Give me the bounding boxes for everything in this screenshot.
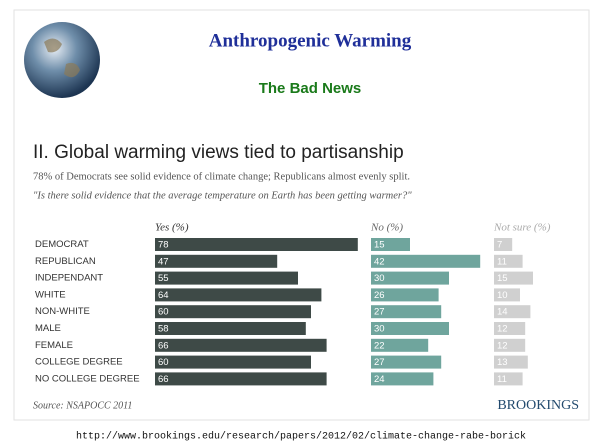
- bar: [494, 355, 528, 369]
- value-label: 30: [374, 273, 385, 284]
- bar: [494, 322, 526, 335]
- bar: [371, 355, 442, 369]
- bar: [371, 338, 429, 352]
- category-label: NO COLLEGE DEGREE: [35, 373, 140, 384]
- category-label: REPUBLICAN: [35, 256, 96, 267]
- bar: [494, 372, 523, 386]
- value-label: 7: [497, 240, 502, 251]
- value-label: 14: [497, 307, 508, 318]
- value-label: 13: [497, 357, 508, 368]
- slide-frame: [13, 9, 590, 421]
- bar: [155, 338, 327, 352]
- source: Source: NSAPOCC 2011: [33, 400, 132, 411]
- value-label: 11: [497, 374, 507, 385]
- category-label: FEMALE: [35, 340, 73, 351]
- value-label: 58: [158, 324, 169, 335]
- bar: [155, 322, 306, 335]
- series-header: Not sure (%): [493, 222, 551, 234]
- bar: [494, 338, 526, 352]
- brand: BROOKINGS: [497, 398, 579, 413]
- value-label: 26: [374, 290, 385, 301]
- chart-title: II. Global warming views tied to partisa…: [33, 142, 404, 163]
- value-label: 15: [374, 240, 385, 251]
- value-label: 10: [497, 290, 508, 301]
- chart-subtitle: 78% of Democrats see solid evidence of c…: [33, 171, 410, 182]
- bar: [371, 254, 481, 268]
- slide-subtitle: The Bad News: [259, 80, 362, 97]
- value-label: 27: [374, 357, 385, 368]
- series-header: No (%): [370, 222, 403, 234]
- bar: [155, 305, 311, 319]
- bar: [371, 288, 439, 302]
- bar: [155, 355, 311, 369]
- bar: [494, 288, 520, 302]
- value-label: 60: [158, 357, 169, 368]
- value-label: 66: [158, 340, 169, 351]
- value-label: 12: [497, 340, 508, 351]
- bar: [494, 305, 531, 319]
- value-label: 55: [158, 273, 169, 284]
- value-label: 47: [158, 256, 169, 267]
- bar: [155, 372, 327, 386]
- value-label: 78: [158, 240, 169, 251]
- value-label: 60: [158, 307, 169, 318]
- category-label: DEMOCRAT: [35, 239, 89, 250]
- value-label: 12: [497, 324, 508, 335]
- value-label: 30: [374, 324, 385, 335]
- category-label: COLLEGE DEGREE: [35, 357, 123, 368]
- series-header: Yes (%): [155, 222, 189, 234]
- category-label: MALE: [35, 323, 61, 334]
- value-label: 24: [374, 374, 385, 385]
- bar: [371, 305, 442, 319]
- bar: [371, 271, 449, 285]
- question: "Is there solid evidence that the averag…: [33, 190, 412, 201]
- bar: [155, 288, 322, 302]
- value-label: 66: [158, 374, 169, 385]
- bar: [494, 238, 513, 251]
- category-label: WHITE: [35, 289, 66, 300]
- category-label: INDEPENDANT: [35, 273, 103, 284]
- bar: [155, 271, 298, 285]
- bar: [371, 238, 410, 251]
- value-label: 27: [374, 307, 385, 318]
- bar: [494, 271, 533, 285]
- globe-icon: [24, 22, 100, 98]
- bar: [155, 238, 358, 251]
- slide-title: Anthropogenic Warming: [209, 30, 412, 51]
- value-label: 11: [497, 256, 507, 267]
- url: http://www.brookings.edu/research/papers…: [76, 431, 526, 443]
- value-label: 15: [497, 273, 508, 284]
- bar: [155, 254, 278, 268]
- category-label: NON-WHITE: [35, 306, 90, 317]
- value-label: 42: [374, 256, 385, 267]
- bar: [494, 254, 523, 268]
- bar: [371, 372, 434, 386]
- bar: [371, 322, 449, 335]
- value-label: 64: [158, 290, 169, 301]
- globe-land: [44, 38, 80, 78]
- value-label: 22: [374, 340, 385, 351]
